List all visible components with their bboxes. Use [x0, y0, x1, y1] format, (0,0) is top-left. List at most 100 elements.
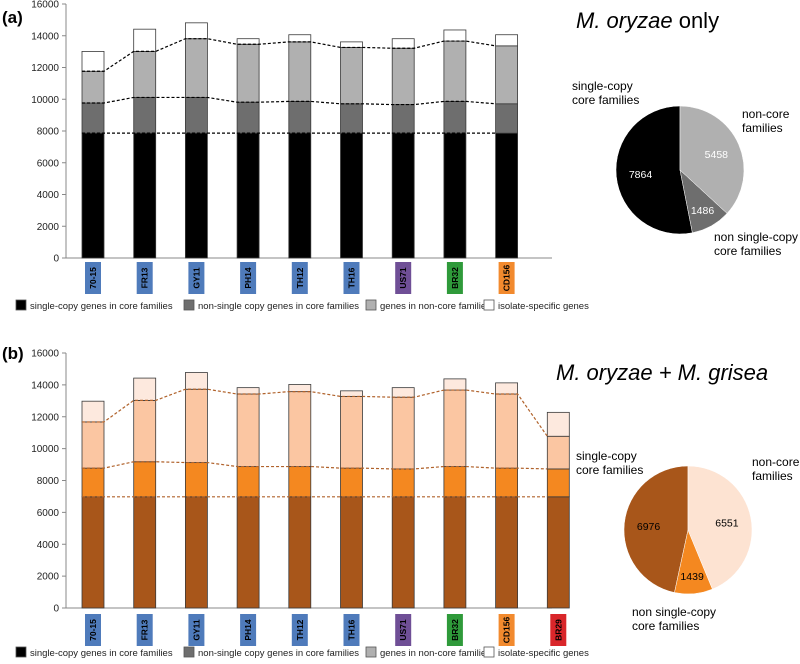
- x-tick-label: TH16: [347, 619, 357, 640]
- bar-segment: [288, 101, 312, 134]
- legend-swatch: [15, 646, 27, 658]
- bar-segment: [184, 97, 208, 134]
- bar-segment: [81, 70, 105, 104]
- legend-entry: genes in non-core families: [380, 301, 491, 312]
- bar-segment: [81, 496, 105, 609]
- bar-segment: [546, 411, 570, 437]
- y-tick-label: 8000: [37, 476, 60, 487]
- x-tick-label: 70-15: [88, 619, 98, 641]
- category-badge: [136, 614, 153, 646]
- pie-slice-label-line: core families: [714, 244, 781, 258]
- bar-segment: [236, 43, 260, 103]
- y-tick-label: 6000: [37, 158, 60, 169]
- bar-segment: [133, 377, 157, 401]
- bar-segment: [81, 102, 105, 134]
- bar-segment: [340, 41, 363, 48]
- category-badge: [240, 262, 257, 294]
- pie-value-label: 1439: [680, 571, 704, 583]
- bar-segment: [546, 435, 570, 470]
- bar-segment: [133, 461, 157, 498]
- bar-segment: [495, 467, 519, 498]
- bar-segment: [288, 391, 312, 467]
- category-badge: [446, 614, 463, 646]
- bar-segment: [340, 103, 363, 134]
- bar-segment: [391, 132, 415, 259]
- legend-entry: single-copy genes in core families: [30, 301, 173, 312]
- series-trend-line: [82, 388, 548, 437]
- bar-segment: [288, 496, 312, 609]
- bar-segment: [81, 467, 105, 498]
- bar-segment: [443, 466, 467, 498]
- bar-segment: [495, 103, 519, 134]
- bar-segment: [391, 396, 415, 470]
- category-badge: [395, 262, 412, 294]
- y-tick-label: 8000: [37, 127, 60, 138]
- panel-a-title-species: M. oryzae: [576, 8, 673, 33]
- bar-segment: [340, 396, 363, 469]
- pie-slice-label-line: non single-copy: [714, 230, 798, 244]
- bar-segment: [495, 382, 519, 395]
- bar-segment: [340, 390, 363, 397]
- pie-slice-label: single-copy core families: [576, 449, 643, 477]
- bar-segment: [184, 132, 208, 259]
- x-tick-label: BR32: [450, 267, 460, 289]
- bar-segment: [495, 34, 519, 47]
- bar-segment: [81, 132, 105, 259]
- bar-segment: [391, 468, 415, 498]
- bar-segment: [340, 496, 363, 609]
- x-tick-label: GY11: [191, 267, 201, 289]
- bar-segment: [495, 132, 519, 259]
- bar-segment: [133, 97, 157, 134]
- legend-entry: single-copy genes in core families: [30, 648, 173, 659]
- series-trend-line: [82, 38, 496, 72]
- bar-segment: [340, 47, 363, 105]
- bar-segment: [495, 45, 519, 105]
- legend-swatch: [483, 646, 495, 658]
- legend-swatch: [183, 299, 195, 311]
- bar-segment: [340, 467, 363, 498]
- bar-segment: [288, 132, 312, 259]
- bar-segment: [184, 372, 208, 390]
- category-badge: [188, 614, 205, 646]
- legend-swatch: [183, 646, 195, 658]
- chart-panel-a: 0 2000 4000 6000 8000 10000 12000 14000 16000 70-…: [15, 0, 798, 312]
- pie-slice: [679, 105, 745, 214]
- bar-segment: [236, 466, 260, 498]
- category-badge: [550, 614, 567, 646]
- y-tick-label: 12000: [31, 412, 59, 423]
- bar-segment: [391, 47, 415, 105]
- bar-segment: [288, 34, 312, 43]
- bar-segment: [443, 40, 467, 102]
- y-tick-label: 12000: [31, 63, 59, 74]
- x-tick-label: BR29: [553, 619, 563, 641]
- category-badge: [85, 614, 101, 646]
- category-badge: [291, 262, 308, 294]
- series-trend-line: [82, 461, 548, 470]
- pie-value-label: 6976: [637, 521, 661, 533]
- bar-segment: [443, 101, 467, 134]
- panel-b-title: M. oryzae + M. grisea: [556, 360, 768, 386]
- pie-slice-label-line: non single-copy: [632, 605, 716, 619]
- panel-a-title-suffix: only: [672, 8, 720, 33]
- pie-slice-label-line: core families: [576, 463, 643, 477]
- y-tick-label: 16000: [31, 349, 59, 360]
- bar-segment: [391, 387, 415, 398]
- x-tick-label: TH16: [347, 267, 357, 288]
- legend-swatch: [365, 646, 377, 658]
- category-badge: [85, 262, 101, 294]
- y-tick-label: 4000: [37, 540, 60, 551]
- category-badge: [498, 614, 515, 646]
- pie-slice-label: non-core families: [742, 107, 790, 135]
- bar-segment: [391, 496, 415, 609]
- y-tick-label: 6000: [37, 508, 60, 519]
- bar-segment: [288, 384, 312, 393]
- y-tick-label: 14000: [31, 31, 59, 42]
- legend-entry: non-single copy genes in core families: [198, 301, 359, 312]
- bar-segment: [133, 132, 157, 259]
- bar-segment: [81, 51, 105, 72]
- x-tick-label: 70-15: [88, 267, 98, 289]
- pie-slice-label-line: non-core: [742, 107, 790, 121]
- bar-segment: [546, 496, 570, 609]
- x-tick-label: TH12: [295, 267, 305, 288]
- panel-b-label: (b): [2, 344, 24, 363]
